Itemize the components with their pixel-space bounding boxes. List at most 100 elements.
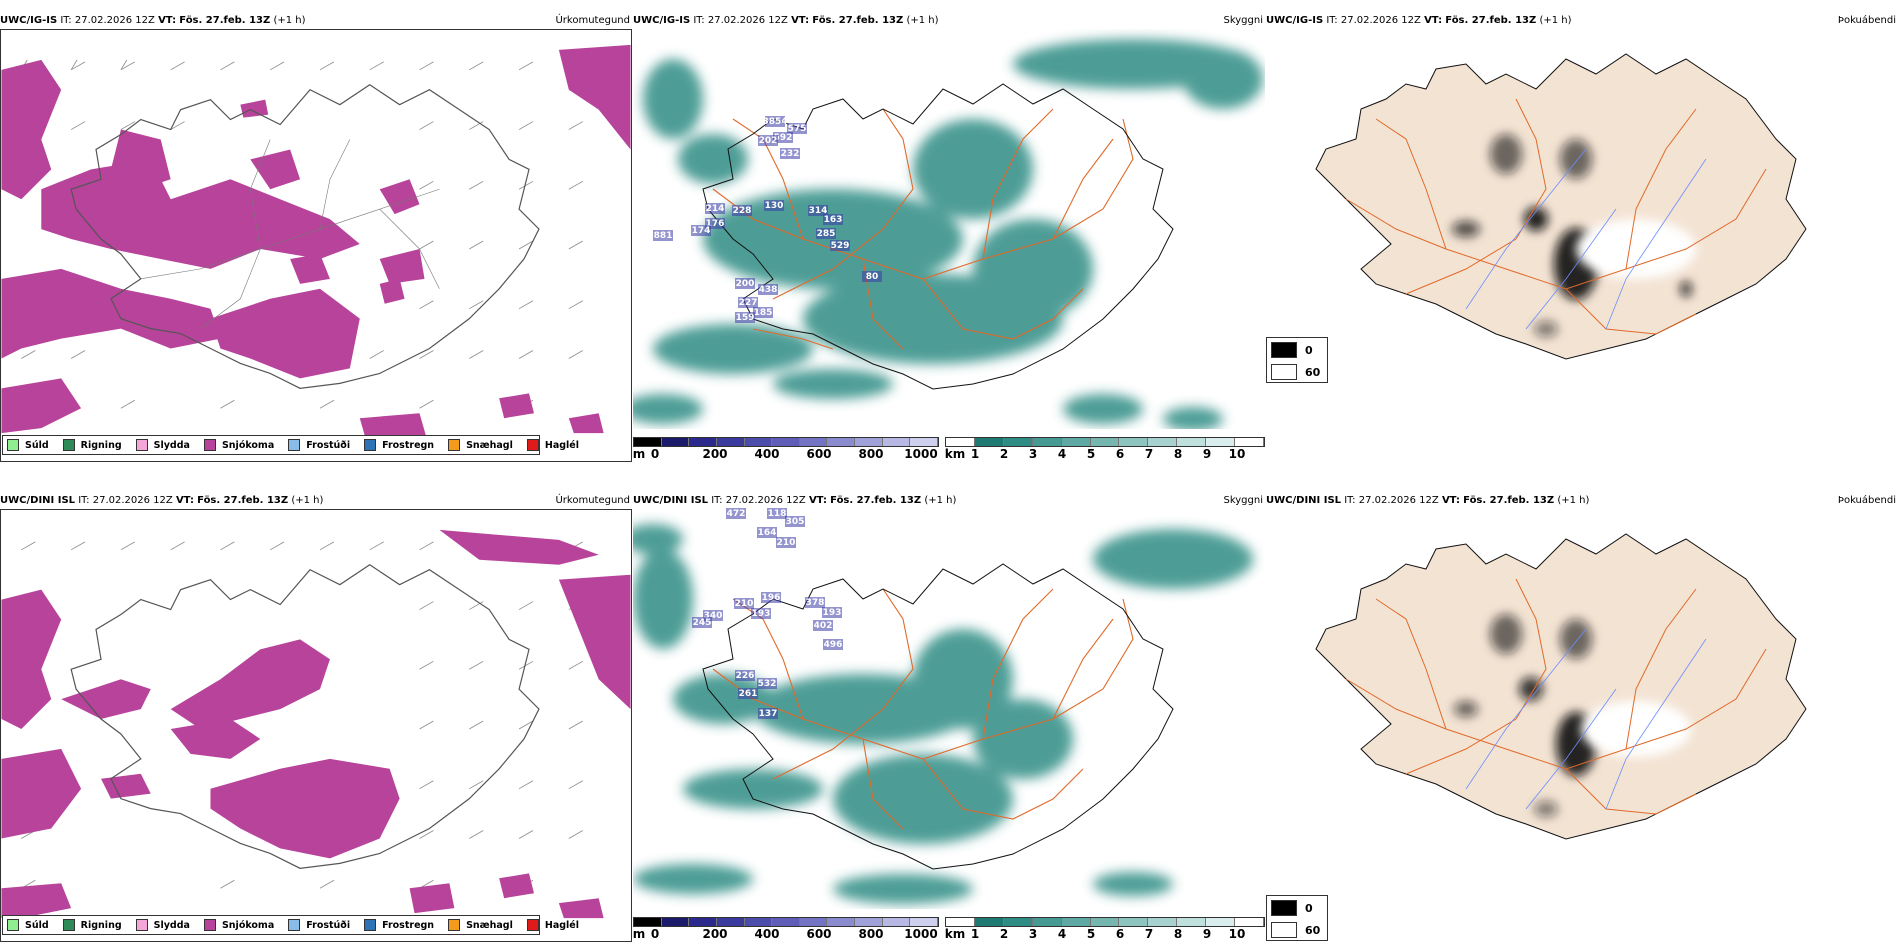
panel-header: UWC/DINI ISL IT: 27.02.2026 12Z VT: Fös.… [1266,495,1590,506]
cloud-base-value: 137 [759,709,778,719]
cloud-label-bg [785,516,805,527]
cloud-base-value: 176 [706,219,725,229]
cloud-base-value: 881 [654,231,673,241]
panel-title: Þokuábendi [1837,15,1896,26]
cloud-label-bg [773,132,793,143]
cloud-base-value: 159 [736,313,755,323]
legend-item-hail: Haglél [526,919,579,931]
cloud-base-ticks: m 0 200 400 600 800 1000 [633,927,938,941]
panel-title: Skyggni [1223,495,1263,506]
legend-swatch [62,439,75,451]
legend-item-graupel: Snæhagl [448,919,513,931]
cloud-base-scale: m 0 200 400 600 800 1000 [633,917,939,941]
cloud-label-bg [805,597,825,608]
legend-item-drizzle: Súld [7,439,49,451]
cloud-base-value: 232 [781,149,800,159]
precip-legend: Súld Rigning Slydda Snjókoma Frostúði Fr… [2,915,579,935]
legend-swatch [526,439,539,451]
cloud-label-bg [862,271,882,282]
visibility-colorbar [945,917,1265,927]
cloud-label-bg [691,225,711,236]
fog-legend-row: 0 [1271,898,1323,918]
cloud-base-value: 340 [704,611,723,621]
fog-panel-row1: UWC/IG-IS IT: 27.02.2026 12Z VT: Fös. 27… [1266,13,1900,463]
visibility-map [633,509,1265,909]
fog-swatch [1271,364,1297,380]
legend-swatch [135,919,148,931]
legend-swatch [448,439,461,451]
legend-swatch [448,919,461,931]
fog-swatch [1271,900,1297,916]
cloud-base-value: 472 [727,509,746,519]
cloud-base-value: 210 [735,599,754,609]
cloud-base-value: 227 [739,298,758,308]
legend-item-snow: Snjókoma [203,919,274,931]
panel-header: UWC/DINI ISL IT: 27.02.2026 12Z VT: Fös.… [0,495,324,506]
cloud-label-bg [764,200,784,211]
cloud-label-bg [726,508,746,519]
legend-swatch [288,919,301,931]
legend-item-freezing-drizzle: Frostúði [288,919,350,931]
cloud-base-value: 496 [824,640,843,650]
panel-title: Úrkomutegund [555,15,630,26]
cloud-label-bg [738,688,758,699]
cloud-base-value: 202 [759,136,778,146]
legend-swatch [526,919,539,931]
cloud-base-ticks: m 0 200 400 600 800 1000 [633,447,938,461]
legend-item-graupel: Snæhagl [448,439,513,451]
legend-item-rain: Rigning [62,439,122,451]
cloud-label-bg [735,312,755,323]
cloud-base-value: 378 [806,598,825,608]
cloud-label-bg [816,228,836,239]
visibility-ticks: km 1 2 3 4 5 6 7 8 9 10 [944,927,1246,941]
legend-item-freezing-rain: Frostregn [364,919,434,931]
cloud-label-bg [705,203,725,214]
cloud-base-labels: 4721183051642103191963782101931933402454… [692,508,843,719]
cloud-base-value: 130 [765,201,784,211]
legend-item-snow: Snjókoma [203,439,274,451]
fog-swatch [1271,922,1297,938]
legend-swatch [135,439,148,451]
cloud-base-value: 402 [814,621,833,631]
cloud-label-bg [692,617,712,628]
panel-header: UWC/IG-IS IT: 27.02.2026 12Z VT: Fös. 27… [0,15,306,26]
visibility-scale: km 1 2 3 4 5 6 7 8 9 10 [945,437,1265,461]
legend-swatch [364,919,377,931]
legend-item-sleet: Slydda [135,919,190,931]
cloud-label-bg [765,116,785,127]
cloud-label-bg [823,214,843,225]
cloud-label-bg [757,678,777,689]
cloud-label-bg [732,205,752,216]
cloud-base-value: 196 [762,593,781,603]
fog-swatch [1271,342,1297,358]
visibility-ticks: km 1 2 3 4 5 6 7 8 9 10 [944,447,1246,461]
legend-item-freezing-drizzle: Frostúði [288,439,350,451]
cloud-label-bg [738,297,758,308]
cloud-label-bg [787,123,807,134]
cloud-label-bg [757,527,777,538]
panel-title: Þokuábendi [1837,495,1896,506]
cloud-base-value: 529 [831,241,850,251]
cloud-base-scale: m 0 200 400 600 800 1000 [633,437,939,461]
legend-swatch [7,439,19,451]
legend-item-sleet: Slydda [135,439,190,451]
cloud-base-value: 226 [736,671,755,681]
precip-panel-row1: UWC/IG-IS IT: 27.02.2026 12Z VT: Fös. 27… [0,13,632,463]
panel-header: UWC/IG-IS IT: 27.02.2026 12Z VT: Fös. 27… [633,15,939,26]
legend-swatch [288,439,301,451]
legend-item-freezing-rain: Frostregn [364,439,434,451]
cloud-label-bg [780,148,800,159]
cloud-label-bg [822,607,842,618]
cloud-label-bg [823,639,843,650]
cloud-label-bg [753,307,773,318]
fog-legend-row: 60 [1271,362,1323,382]
cloud-label-bg [758,708,778,719]
cloud-label-bg [705,218,725,229]
cloud-label-bg [761,592,781,603]
cloud-base-value: 164 [758,528,777,538]
cloud-label-bg [758,135,778,146]
fog-legend-row: 0 [1271,340,1323,360]
cloud-label-bg [776,537,796,548]
fog-panel-row2: UWC/DINI ISL IT: 27.02.2026 12Z VT: Fös.… [1266,493,1900,943]
legend-item-drizzle: Súld [7,919,49,931]
